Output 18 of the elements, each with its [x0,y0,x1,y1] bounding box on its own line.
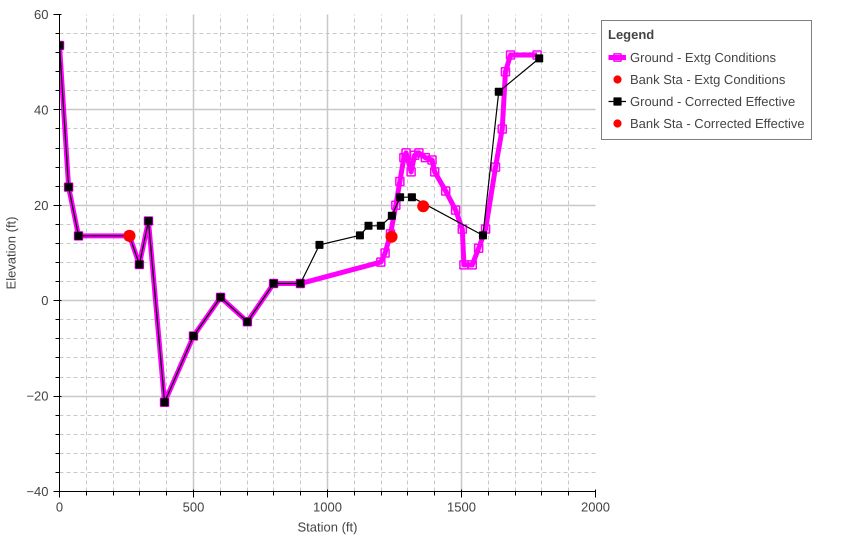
x-tick-label: 500 [182,500,204,514]
x-tick-label: 1000 [313,500,342,514]
x-tick-label: 0 [56,500,64,514]
y-tick-label: 40 [34,102,49,118]
y-axis-title: Elevation (ft) [3,216,18,290]
y-tick-label: 0 [41,293,49,308]
x-tick-label: 2000 [581,500,610,514]
x-tick-label: 1500 [447,500,476,514]
legend-label: Bank Sta - Extg Conditions [630,72,786,86]
y-tick-label: −40 [26,484,49,499]
legend-label: Ground - Extg Conditions [630,50,776,64]
legend-title: Legend [608,27,656,42]
y-tick-label: 60 [34,7,49,22]
y-tick-label: −20 [26,388,49,404]
y-tick-label: 20 [34,198,49,213]
x-axis-title: Station (ft) [298,520,358,534]
legend-label: Ground - Corrected Effective [630,94,796,108]
legend-label: Bank Sta - Corrected Effective [630,116,805,130]
